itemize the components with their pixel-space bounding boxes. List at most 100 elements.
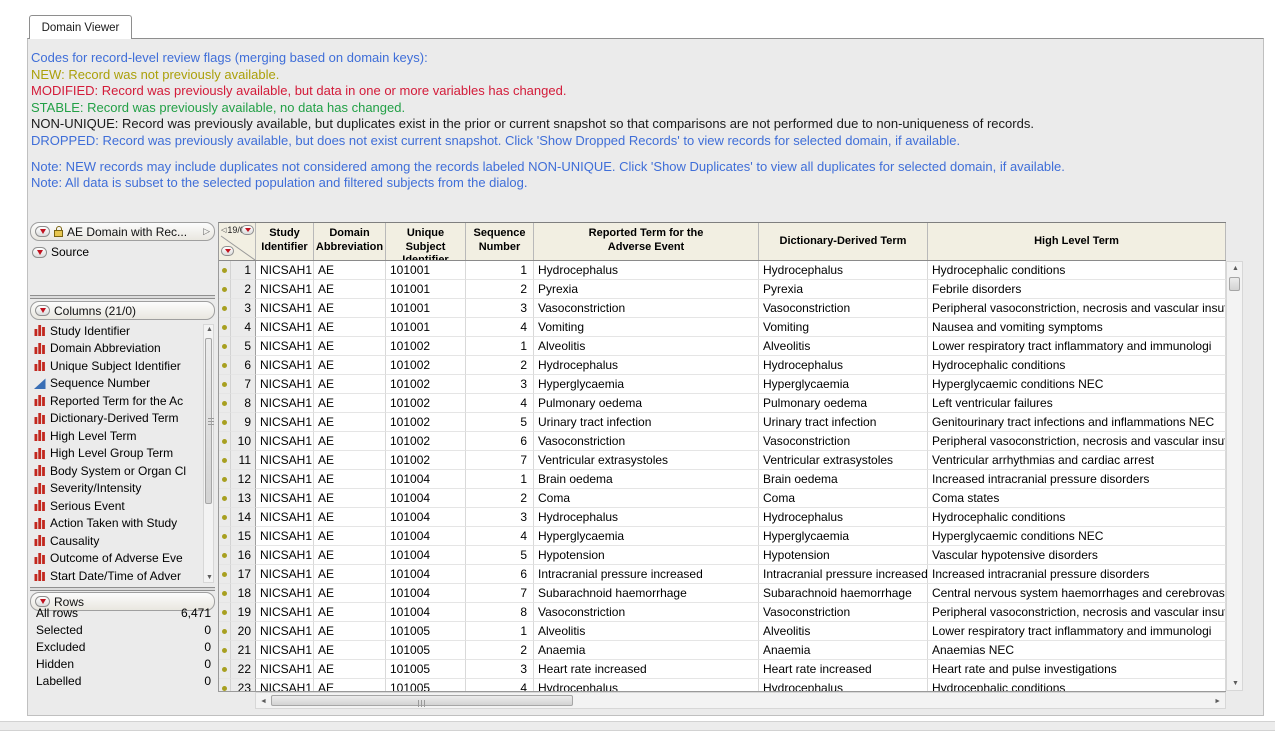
table-row[interactable]: 9 NICSAH1 AE 101002 5 Urinary tract infe… — [219, 413, 1226, 432]
column-header-reported-term[interactable]: Reported Term for the Adverse Event — [534, 223, 759, 260]
column-list-item[interactable]: High Level Term — [30, 427, 202, 445]
row-state-cell[interactable] — [219, 432, 231, 451]
table-row[interactable]: 10 NICSAH1 AE 101002 6 Vasoconstriction … — [219, 432, 1226, 451]
row-number-cell[interactable]: 4 — [231, 318, 256, 337]
row-state-cell[interactable] — [219, 565, 231, 584]
column-header-high-level-term[interactable]: High Level Term — [928, 223, 1226, 260]
column-header-unique-subject-identifier[interactable]: Unique Subject Identifier — [386, 223, 466, 260]
table-row[interactable]: 20 NICSAH1 AE 101005 1 Alveolitis Alveol… — [219, 622, 1226, 641]
panel-splitter[interactable] — [30, 295, 215, 299]
red-triangle-menu-icon[interactable] — [35, 596, 50, 607]
table-row[interactable]: 6 NICSAH1 AE 101002 2 Hydrocephalus Hydr… — [219, 356, 1226, 375]
row-state-cell[interactable] — [219, 280, 231, 299]
table-row[interactable]: 1 NICSAH1 AE 101001 1 Hydrocephalus Hydr… — [219, 261, 1226, 280]
row-state-cell[interactable] — [219, 394, 231, 413]
column-list-item[interactable]: Sequence Number — [30, 375, 202, 393]
row-state-cell[interactable] — [219, 451, 231, 470]
red-triangle-menu-icon[interactable] — [32, 246, 47, 258]
table-row[interactable]: 13 NICSAH1 AE 101004 2 Coma Coma Coma st… — [219, 489, 1226, 508]
source-outline-item[interactable]: Source — [32, 244, 212, 260]
row-state-cell[interactable] — [219, 527, 231, 546]
table-row[interactable]: 7 NICSAH1 AE 101002 3 Hyperglycaemia Hyp… — [219, 375, 1226, 394]
row-number-cell[interactable]: 17 — [231, 565, 256, 584]
table-row[interactable]: 8 NICSAH1 AE 101002 4 Pulmonary oedema P… — [219, 394, 1226, 413]
column-list-item[interactable]: Serious Event — [30, 497, 202, 515]
row-state-cell[interactable] — [219, 584, 231, 603]
expand-arrow-icon[interactable]: ▷ — [203, 226, 210, 236]
grid-corner-cell[interactable]: ◁ 19/0 — [219, 223, 256, 261]
row-number-cell[interactable]: 5 — [231, 337, 256, 356]
row-number-cell[interactable]: 6 — [231, 356, 256, 375]
column-list-item[interactable]: Study Identifier — [30, 322, 202, 340]
row-number-cell[interactable]: 7 — [231, 375, 256, 394]
row-state-cell[interactable] — [219, 546, 231, 565]
column-list-item[interactable]: Start Date/Time of Adver — [30, 567, 202, 585]
horizontal-scrollbar-thumb[interactable] — [271, 695, 573, 707]
red-triangle-menu-icon[interactable] — [35, 226, 50, 237]
table-row[interactable]: 15 NICSAH1 AE 101004 4 Hyperglycaemia Hy… — [219, 527, 1226, 546]
table-row[interactable]: 17 NICSAH1 AE 101004 6 Intracranial pres… — [219, 565, 1226, 584]
row-number-cell[interactable]: 11 — [231, 451, 256, 470]
row-number-cell[interactable]: 18 — [231, 584, 256, 603]
column-list-item[interactable]: Dictionary-Derived Term — [30, 410, 202, 428]
panel-splitter[interactable] — [30, 587, 215, 591]
scroll-up-icon[interactable]: ▲ — [1232, 265, 1239, 272]
row-state-cell[interactable] — [219, 622, 231, 641]
table-row[interactable]: 18 NICSAH1 AE 101004 7 Subarachnoid haem… — [219, 584, 1226, 603]
tab-domain-viewer[interactable]: Domain Viewer — [29, 15, 132, 39]
row-state-cell[interactable] — [219, 337, 231, 356]
row-number-cell[interactable]: 12 — [231, 470, 256, 489]
vertical-scrollbar-thumb[interactable] — [1229, 277, 1240, 291]
row-number-cell[interactable]: 20 — [231, 622, 256, 641]
table-horizontal-scrollbar[interactable]: ◄ ► — [255, 692, 1226, 709]
row-number-cell[interactable]: 21 — [231, 641, 256, 660]
table-row[interactable]: 16 NICSAH1 AE 101004 5 Hypotension Hypot… — [219, 546, 1226, 565]
scroll-up-icon[interactable]: ▲ — [206, 326, 213, 333]
column-header-study-identifier[interactable]: Study Identifier — [256, 223, 314, 260]
row-number-cell[interactable]: 19 — [231, 603, 256, 622]
row-number-cell[interactable]: 1 — [231, 261, 256, 280]
scroll-down-icon[interactable]: ▼ — [206, 574, 213, 581]
table-row[interactable]: 11 NICSAH1 AE 101002 7 Ventricular extra… — [219, 451, 1226, 470]
table-row[interactable]: 12 NICSAH1 AE 101004 1 Brain oedema Brai… — [219, 470, 1226, 489]
rows-menu-icon[interactable] — [221, 246, 234, 256]
row-state-cell[interactable] — [219, 489, 231, 508]
row-state-cell[interactable] — [219, 641, 231, 660]
row-number-cell[interactable]: 14 — [231, 508, 256, 527]
row-state-cell[interactable] — [219, 413, 231, 432]
table-row[interactable]: 22 NICSAH1 AE 101005 3 Heart rate increa… — [219, 660, 1226, 679]
column-header-dictionary-derived-term[interactable]: Dictionary-Derived Term — [759, 223, 928, 260]
scroll-left-icon[interactable]: ◄ — [260, 698, 267, 705]
collapse-panel-icon[interactable]: ◁ — [221, 227, 227, 234]
columns-scrollbar-thumb[interactable] — [205, 338, 214, 504]
red-triangle-menu-icon[interactable] — [35, 305, 50, 316]
row-number-cell[interactable]: 13 — [231, 489, 256, 508]
row-number-cell[interactable]: 22 — [231, 660, 256, 679]
scroll-right-icon[interactable]: ► — [1214, 698, 1221, 705]
columns-panel-header[interactable]: Columns (21/0) — [30, 301, 215, 320]
scroll-down-icon[interactable]: ▼ — [1232, 680, 1239, 687]
row-number-cell[interactable]: 3 — [231, 299, 256, 318]
row-state-cell[interactable] — [219, 679, 231, 691]
table-row[interactable]: 23 NICSAH1 AE 101005 4 Hydrocephalus Hyd… — [219, 679, 1226, 691]
row-state-cell[interactable] — [219, 508, 231, 527]
row-state-cell[interactable] — [219, 470, 231, 489]
column-list-item[interactable]: Action Taken with Study — [30, 515, 202, 533]
domain-panel-header[interactable]: AE Domain with Rec... ▷ — [30, 222, 215, 241]
column-list-item[interactable]: Causality — [30, 532, 202, 550]
row-state-cell[interactable] — [219, 660, 231, 679]
column-list-item[interactable]: High Level Group Term — [30, 445, 202, 463]
row-state-cell[interactable] — [219, 299, 231, 318]
row-number-cell[interactable]: 16 — [231, 546, 256, 565]
row-state-cell[interactable] — [219, 261, 231, 280]
table-row[interactable]: 21 NICSAH1 AE 101005 2 Anaemia Anaemia A… — [219, 641, 1226, 660]
table-row[interactable]: 5 NICSAH1 AE 101002 1 Alveolitis Alveoli… — [219, 337, 1226, 356]
table-row[interactable]: 3 NICSAH1 AE 101001 3 Vasoconstriction V… — [219, 299, 1226, 318]
row-number-cell[interactable]: 10 — [231, 432, 256, 451]
column-list-item[interactable]: Reported Term for the Ac — [30, 392, 202, 410]
table-row[interactable]: 14 NICSAH1 AE 101004 3 Hydrocephalus Hyd… — [219, 508, 1226, 527]
row-state-cell[interactable] — [219, 603, 231, 622]
row-number-cell[interactable]: 9 — [231, 413, 256, 432]
columns-menu-icon[interactable] — [241, 225, 254, 235]
row-number-cell[interactable]: 8 — [231, 394, 256, 413]
